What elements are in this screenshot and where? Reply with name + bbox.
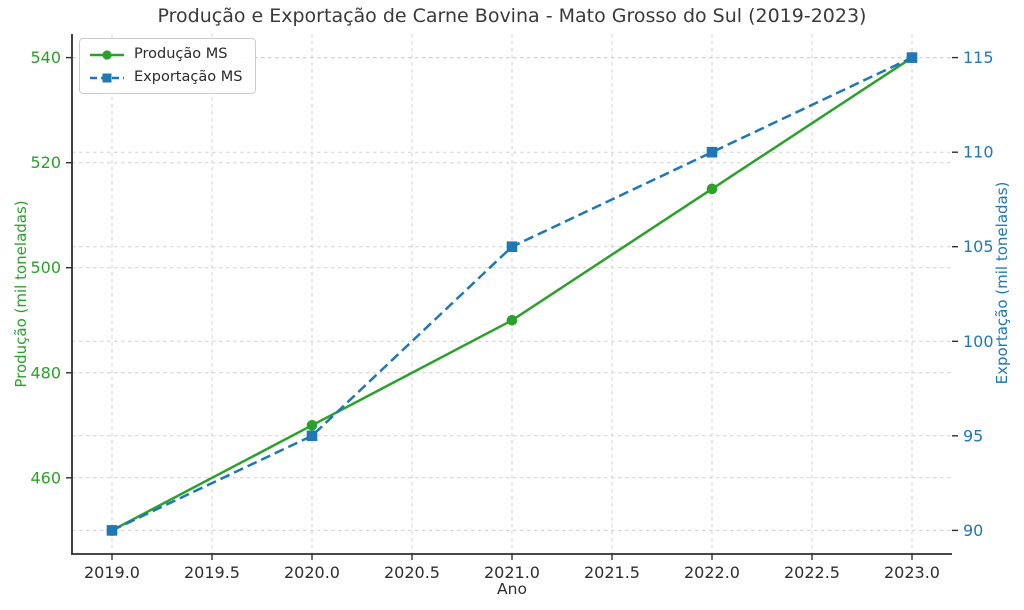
legend: Produção MS Exportação MS <box>79 38 257 94</box>
svg-text:2019.5: 2019.5 <box>184 563 240 582</box>
svg-text:2023.0: 2023.0 <box>884 563 940 582</box>
svg-text:480: 480 <box>30 363 61 382</box>
svg-text:90: 90 <box>963 521 983 540</box>
exportacao-line-swatch <box>89 70 125 84</box>
legend-item-exportacao: Exportação MS <box>89 67 242 87</box>
svg-text:2022.5: 2022.5 <box>784 563 840 582</box>
svg-text:2020.0: 2020.0 <box>284 563 340 582</box>
svg-text:115: 115 <box>963 48 994 67</box>
svg-text:105: 105 <box>963 237 994 256</box>
svg-text:460: 460 <box>30 468 61 487</box>
svg-text:520: 520 <box>30 153 61 172</box>
svg-text:2021.5: 2021.5 <box>584 563 640 582</box>
svg-text:2019.0: 2019.0 <box>84 563 140 582</box>
chart-title: Produção e Exportação de Carne Bovina - … <box>157 5 867 27</box>
svg-text:100: 100 <box>963 332 994 351</box>
svg-text:2021.0: 2021.0 <box>484 563 540 582</box>
svg-text:2022.0: 2022.0 <box>684 563 740 582</box>
legend-item-producao: Produção MS <box>89 44 242 64</box>
legend-label: Produção MS <box>134 46 228 62</box>
left-axis-label: Produção (mil toneladas) <box>12 200 30 388</box>
legend-label: Exportação MS <box>134 69 243 85</box>
producao-line-swatch <box>89 47 125 61</box>
x-axis-label: Ano <box>497 580 527 598</box>
right-axis-label: Exportação (mil toneladas) <box>993 181 1011 385</box>
svg-text:95: 95 <box>963 426 983 445</box>
svg-text:540: 540 <box>30 48 61 67</box>
svg-text:110: 110 <box>963 143 994 162</box>
svg-text:2020.5: 2020.5 <box>384 563 440 582</box>
svg-text:500: 500 <box>30 258 61 277</box>
